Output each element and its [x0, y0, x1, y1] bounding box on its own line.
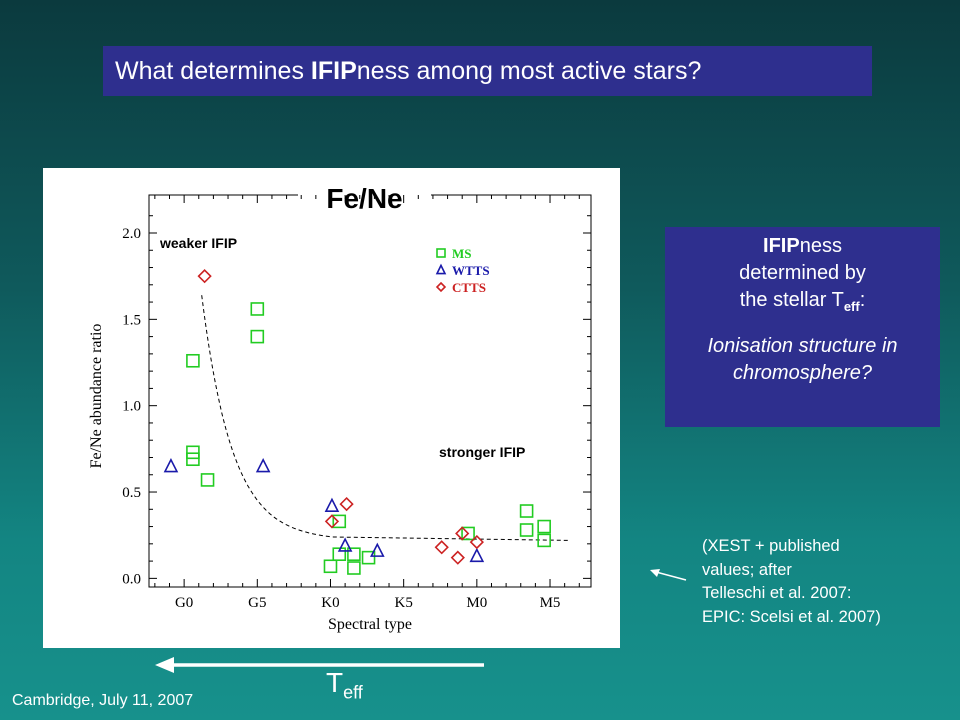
info-bold: IFIP [763, 235, 800, 257]
source-note: (XEST + published values; after Tellesch… [702, 535, 942, 629]
data-point-ms [250, 329, 265, 344]
footer-text: Cambridge, July 11, 2007 [12, 692, 194, 709]
info-line-3-sub: eff [843, 299, 860, 314]
data-point-ms [250, 302, 265, 316]
data-point-ctts [469, 534, 484, 550]
info-line-2: determined by [739, 262, 866, 284]
data-point-ms [200, 473, 215, 487]
teff-arrow-icon [155, 657, 484, 673]
x-tick-label: K0 [321, 595, 339, 611]
data-point-wtts [469, 547, 485, 563]
title-pre: What determines [115, 57, 311, 85]
y-tick-label: 0.5 [122, 485, 141, 501]
annotation-weaker: weaker IFIP [159, 235, 237, 251]
data-point-ms [537, 519, 551, 534]
chart-panel: G0 G5 K0 K5 M0 M5 0.0 0.5 1.0 1.5 2.0 MS WTTS CTTS F… [43, 168, 620, 648]
note-line-4: EPIC: Scelsi et al. 2007) [702, 607, 881, 626]
legend-marker-ctts [435, 281, 447, 293]
legend-marker-wtts [435, 263, 447, 275]
y-tick-label: 1.0 [122, 399, 141, 415]
y-tick-label: 2.0 [122, 226, 141, 242]
title-bold: IFIP [310, 57, 357, 85]
data-point-ms [323, 559, 338, 574]
x-axis-label: Spectral type [328, 616, 412, 633]
x-tick-label: G5 [248, 595, 266, 611]
data-point-ms [332, 547, 347, 561]
x-tick-label: M5 [540, 595, 561, 611]
legend-label-wtts: WTTS [452, 263, 490, 278]
legend-marker-ms [436, 248, 446, 258]
note-arrow-icon [650, 569, 687, 581]
data-point-wtts [163, 457, 179, 473]
data-point-ms [332, 514, 347, 529]
info-line-5: chromosphere? [733, 362, 872, 384]
trend-curve [201, 295, 570, 541]
y-tick-label: 0.0 [122, 571, 141, 587]
note-line-1: (XEST + published [702, 537, 840, 555]
data-point-ctts [197, 269, 212, 284]
fe-ne-chart: G0 G5 K0 K5 M0 M5 0.0 0.5 1.0 1.5 2.0 MS WTTS CTTS F… [88, 183, 592, 633]
data-point-wtts [255, 457, 271, 473]
info-line-4: Ionisation structure in [707, 335, 898, 357]
data-point-ms [347, 547, 361, 561]
data-point-ms [186, 445, 200, 460]
info-line-1: IFIPness [665, 233, 940, 260]
info-line-3-post: : [859, 289, 866, 311]
data-point-wtts [324, 497, 340, 513]
x-tick-label: G0 [175, 595, 193, 611]
info-box: IFIPness determined by the stellar Teff:… [665, 227, 940, 427]
data-point-wtts [337, 537, 353, 552]
slide-title: What determines IFIPness among most acti… [103, 46, 872, 96]
teff-main: T [326, 667, 344, 698]
legend-label-ms: MS [452, 246, 472, 261]
info-line-3-pre: the stellar T [739, 289, 844, 311]
info-line-3: the stellar Teff: [665, 287, 940, 320]
data-point-ctts [339, 496, 354, 512]
title-post: ness among most active stars? [356, 57, 702, 85]
data-point-wtts [370, 542, 385, 557]
data-point-ms [186, 353, 200, 368]
teff-sub: eff [343, 682, 363, 703]
note-line-2: values; after [702, 560, 792, 579]
y-axis-label: Fe/Ne abundance ratio [88, 324, 105, 469]
chart-title: Fe/Ne [326, 183, 402, 214]
info-line-1-rest: ness [799, 235, 842, 257]
teff-label: Teff [326, 667, 363, 704]
plot-frame [148, 194, 592, 588]
data-point-ctts [434, 540, 449, 555]
data-point-ms [519, 504, 534, 518]
data-point-ctts [324, 514, 340, 529]
data-point-ctts [450, 550, 465, 565]
data-point-ctts [455, 526, 470, 541]
x-tick-label: K5 [394, 595, 412, 611]
data-point-ms [347, 561, 361, 575]
data-point-ms [537, 533, 551, 548]
data-point-ms [519, 523, 534, 537]
note-line-3: Telleschi et al. 2007: [702, 584, 852, 602]
data-point-ms [461, 526, 475, 541]
data-point-ms [186, 452, 200, 467]
data-point-ms [361, 550, 376, 565]
y-tick-label: 1.5 [122, 312, 141, 328]
x-tick-label: M0 [466, 595, 487, 611]
legend-label-ctts: CTTS [452, 280, 486, 295]
annotation-stronger: stronger IFIP [439, 444, 525, 460]
